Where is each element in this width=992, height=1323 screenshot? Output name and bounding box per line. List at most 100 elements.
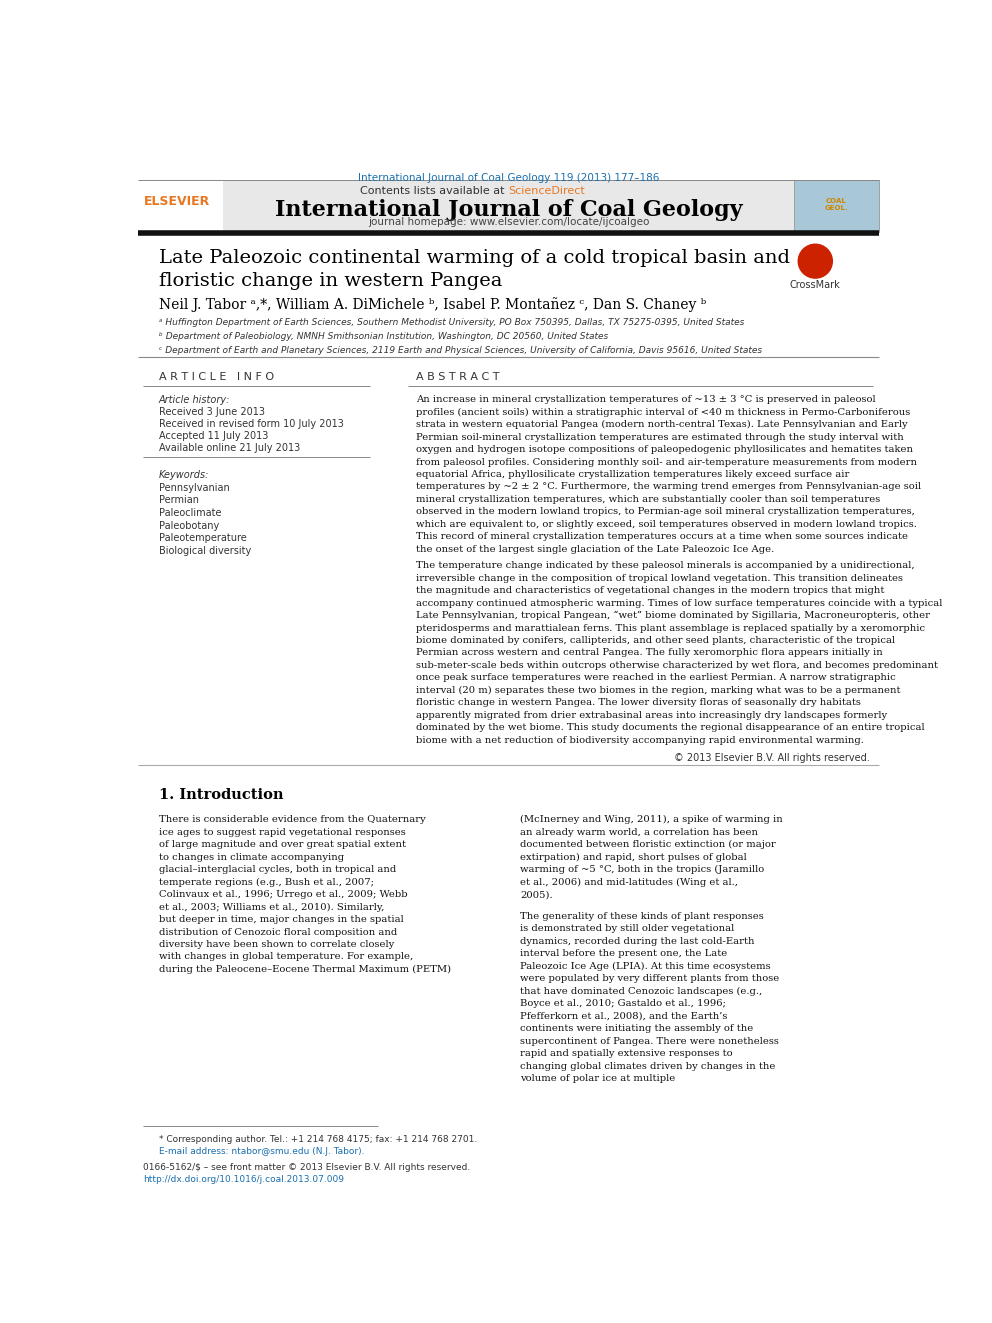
Text: biome dominated by conifers, callipterids, and other seed plants, characteristic: biome dominated by conifers, callipterid… <box>417 636 895 646</box>
Text: Received 3 June 2013: Received 3 June 2013 <box>159 407 265 417</box>
Text: Permian across western and central Pangea. The fully xeromorphic flora appears i: Permian across western and central Pange… <box>417 648 883 658</box>
Text: * Corresponding author. Tel.: +1 214 768 4175; fax: +1 214 768 2701.: * Corresponding author. Tel.: +1 214 768… <box>159 1135 477 1144</box>
Text: once peak surface temperatures were reached in the earliest Permian. A narrow st: once peak surface temperatures were reac… <box>417 673 896 683</box>
Text: from paleosol profiles. Considering monthly soil- and air-temperature measuremen: from paleosol profiles. Considering mont… <box>417 458 918 467</box>
Text: rapid and spatially extensive responses to: rapid and spatially extensive responses … <box>520 1049 732 1058</box>
Text: et al., 2006) and mid-latitudes (Wing et al.,: et al., 2006) and mid-latitudes (Wing et… <box>520 877 738 886</box>
Text: is demonstrated by still older vegetational: is demonstrated by still older vegetatio… <box>520 925 734 933</box>
Text: temperate regions (e.g., Bush et al., 2007;: temperate regions (e.g., Bush et al., 20… <box>159 877 374 886</box>
Text: apparently migrated from drier extrabasinal areas into increasingly dry landscap: apparently migrated from drier extrabasi… <box>417 710 887 720</box>
Text: Contents lists available at: Contents lists available at <box>360 187 509 197</box>
Text: that have dominated Cenozoic landscapes (e.g.,: that have dominated Cenozoic landscapes … <box>520 987 762 996</box>
Text: Permian soil-mineral crystallization temperatures are estimated through the stud: Permian soil-mineral crystallization tem… <box>417 433 904 442</box>
Text: (McInerney and Wing, 2011), a spike of warming in: (McInerney and Wing, 2011), a spike of w… <box>520 815 783 824</box>
Text: COAL
GEOL.: COAL GEOL. <box>824 198 848 212</box>
Text: 2005).: 2005). <box>520 890 553 900</box>
Text: were populated by very different plants from those: were populated by very different plants … <box>520 974 779 983</box>
Text: volume of polar ice at multiple: volume of polar ice at multiple <box>520 1074 676 1084</box>
Text: Accepted 11 July 2013: Accepted 11 July 2013 <box>159 431 268 441</box>
Text: of large magnitude and over great spatial extent: of large magnitude and over great spatia… <box>159 840 406 849</box>
Text: equatorial Africa, phyllosilicate crystallization temperatures likely exceed sur: equatorial Africa, phyllosilicate crysta… <box>417 470 849 479</box>
Text: which are equivalent to, or slightly exceed, soil temperatures observed in moder: which are equivalent to, or slightly exc… <box>417 520 917 529</box>
Text: the onset of the largest single glaciation of the Late Paleozoic Ice Age.: the onset of the largest single glaciati… <box>417 545 775 554</box>
Text: The temperature change indicated by these paleosol minerals is accompanied by a : The temperature change indicated by thes… <box>417 561 915 570</box>
Text: distribution of Cenozoic floral composition and: distribution of Cenozoic floral composit… <box>159 927 397 937</box>
Text: pteridosperms and marattialean ferns. This plant assemblage is replaced spatiall: pteridosperms and marattialean ferns. Th… <box>417 623 926 632</box>
Text: Keywords:: Keywords: <box>159 470 209 480</box>
Text: CrossMark: CrossMark <box>790 280 840 291</box>
Text: continents were initiating the assembly of the: continents were initiating the assembly … <box>520 1024 753 1033</box>
Text: There is considerable evidence from the Quaternary: There is considerable evidence from the … <box>159 815 426 824</box>
Text: an already warm world, a correlation has been: an already warm world, a correlation has… <box>520 828 758 836</box>
Text: ᵇ Department of Paleobiology, NMNH Smithsonian Institution, Washington, DC 20560: ᵇ Department of Paleobiology, NMNH Smith… <box>159 332 608 341</box>
Text: Neil J. Tabor ᵃ,*, William A. DiMichele ᵇ, Isabel P. Montañez ᶜ, Dan S. Chaney ᵇ: Neil J. Tabor ᵃ,*, William A. DiMichele … <box>159 298 706 312</box>
Text: ELSEVIER: ELSEVIER <box>144 196 210 209</box>
Text: An increase in mineral crystallization temperatures of ~13 ± 3 °C is preserved i: An increase in mineral crystallization t… <box>417 396 876 404</box>
Text: ice ages to suggest rapid vegetational responses: ice ages to suggest rapid vegetational r… <box>159 828 406 836</box>
Text: dominated by the wet biome. This study documents the regional disappearance of a: dominated by the wet biome. This study d… <box>417 724 925 733</box>
Text: Colinvaux et al., 1996; Urrego et al., 2009; Webb: Colinvaux et al., 1996; Urrego et al., 2… <box>159 890 408 900</box>
Text: Paleozoic Ice Age (LPIA). At this time ecosystems: Paleozoic Ice Age (LPIA). At this time e… <box>520 962 771 971</box>
Text: oxygen and hydrogen isotope compositions of paleopedogenic phyllosilicates and h: oxygen and hydrogen isotope compositions… <box>417 445 914 454</box>
Text: diversity have been shown to correlate closely: diversity have been shown to correlate c… <box>159 941 394 949</box>
Text: Boyce et al., 2010; Gastaldo et al., 1996;: Boyce et al., 2010; Gastaldo et al., 199… <box>520 999 726 1008</box>
Text: Biological diversity: Biological diversity <box>159 546 251 556</box>
Text: 1. Introduction: 1. Introduction <box>159 789 284 802</box>
Text: Paleoclimate: Paleoclimate <box>159 508 221 519</box>
Text: accompany continued atmospheric warming. Times of low surface temperatures coinc: accompany continued atmospheric warming.… <box>417 598 942 607</box>
Text: Pennsylvanian: Pennsylvanian <box>159 483 229 492</box>
Text: profiles (ancient soils) within a stratigraphic interval of <40 m thickness in P: profiles (ancient soils) within a strati… <box>417 407 911 417</box>
Text: Late Paleozoic continental warming of a cold tropical basin and: Late Paleozoic continental warming of a … <box>159 249 790 267</box>
Text: http://dx.doi.org/10.1016/j.coal.2013.07.009: http://dx.doi.org/10.1016/j.coal.2013.07… <box>144 1175 344 1184</box>
Text: E-mail address: ntabor@smu.edu (N.J. Tabor).: E-mail address: ntabor@smu.edu (N.J. Tab… <box>159 1147 364 1156</box>
Text: warming of ~5 °C, both in the tropics (Jaramillo: warming of ~5 °C, both in the tropics (J… <box>520 865 764 875</box>
Text: floristic change in western Pangea. The lower diversity floras of seasonally dry: floristic change in western Pangea. The … <box>417 699 861 708</box>
Text: A B S T R A C T: A B S T R A C T <box>417 372 500 382</box>
Text: glacial–interglacial cycles, both in tropical and: glacial–interglacial cycles, both in tro… <box>159 865 396 875</box>
Text: Permian: Permian <box>159 495 198 505</box>
Text: dynamics, recorded during the last cold-Earth: dynamics, recorded during the last cold-… <box>520 937 755 946</box>
Circle shape <box>799 245 832 278</box>
FancyBboxPatch shape <box>138 180 879 232</box>
Text: mineral crystallization temperatures, which are substantially cooler than soil t: mineral crystallization temperatures, wh… <box>417 495 880 504</box>
Text: changing global climates driven by changes in the: changing global climates driven by chang… <box>520 1061 776 1070</box>
Text: Paleotemperature: Paleotemperature <box>159 533 247 544</box>
Text: International Journal of Coal Geology: International Journal of Coal Geology <box>275 198 742 221</box>
Text: Pfefferkorn et al., 2008), and the Earth’s: Pfefferkorn et al., 2008), and the Earth… <box>520 1012 727 1020</box>
Text: ᶜ Department of Earth and Planetary Sciences, 2119 Earth and Physical Sciences, : ᶜ Department of Earth and Planetary Scie… <box>159 345 762 355</box>
Text: observed in the modern lowland tropics, to Permian-age soil mineral crystallizat: observed in the modern lowland tropics, … <box>417 508 915 516</box>
Text: irreversible change in the composition of tropical lowland vegetation. This tran: irreversible change in the composition o… <box>417 574 903 582</box>
Text: Received in revised form 10 July 2013: Received in revised form 10 July 2013 <box>159 419 344 429</box>
Text: Late Pennsylvanian, tropical Pangean, “wet” biome dominated by Sigillaria, Macro: Late Pennsylvanian, tropical Pangean, “w… <box>417 611 930 620</box>
Text: temperatures by ~2 ± 2 °C. Furthermore, the warming trend emerges from Pennsylva: temperatures by ~2 ± 2 °C. Furthermore, … <box>417 483 922 491</box>
Text: during the Paleocene–Eocene Thermal Maximum (PETM): during the Paleocene–Eocene Thermal Maxi… <box>159 964 451 974</box>
Text: Article history:: Article history: <box>159 396 230 405</box>
FancyBboxPatch shape <box>794 180 879 232</box>
Text: A R T I C L E   I N F O: A R T I C L E I N F O <box>159 372 274 382</box>
Text: documented between floristic extinction (or major: documented between floristic extinction … <box>520 840 776 849</box>
Text: interval before the present one, the Late: interval before the present one, the Lat… <box>520 949 727 958</box>
Text: sub-meter-scale beds within outcrops otherwise characterized by wet flora, and b: sub-meter-scale beds within outcrops oth… <box>417 662 938 669</box>
Text: ᵃ Huffington Department of Earth Sciences, Southern Methodist University, PO Box: ᵃ Huffington Department of Earth Science… <box>159 318 744 327</box>
Text: supercontinent of Pangea. There were nonetheless: supercontinent of Pangea. There were non… <box>520 1036 779 1045</box>
Text: Available online 21 July 2013: Available online 21 July 2013 <box>159 443 301 452</box>
Text: extirpation) and rapid, short pulses of global: extirpation) and rapid, short pulses of … <box>520 853 747 861</box>
Text: Paleobotany: Paleobotany <box>159 521 219 531</box>
Text: International Journal of Coal Geology 119 (2013) 177–186: International Journal of Coal Geology 11… <box>358 172 659 183</box>
Text: This record of mineral crystallization temperatures occurs at a time when some s: This record of mineral crystallization t… <box>417 532 908 541</box>
Text: © 2013 Elsevier B.V. All rights reserved.: © 2013 Elsevier B.V. All rights reserved… <box>674 753 870 763</box>
FancyBboxPatch shape <box>138 180 223 232</box>
Text: journal homepage: www.elsevier.com/locate/ijcoalgeo: journal homepage: www.elsevier.com/locat… <box>368 217 649 226</box>
Text: but deeper in time, major changes in the spatial: but deeper in time, major changes in the… <box>159 916 404 923</box>
Text: strata in western equatorial Pangea (modern north-central Texas). Late Pennsylva: strata in western equatorial Pangea (mod… <box>417 421 908 429</box>
Text: 0166-5162/$ – see front matter © 2013 Elsevier B.V. All rights reserved.: 0166-5162/$ – see front matter © 2013 El… <box>144 1163 470 1172</box>
Text: The generality of these kinds of plant responses: The generality of these kinds of plant r… <box>520 912 764 921</box>
Text: with changes in global temperature. For example,: with changes in global temperature. For … <box>159 953 413 962</box>
Text: floristic change in western Pangea: floristic change in western Pangea <box>159 273 502 290</box>
Text: to changes in climate accompanying: to changes in climate accompanying <box>159 853 344 861</box>
Text: et al., 2003; Williams et al., 2010). Similarly,: et al., 2003; Williams et al., 2010). Si… <box>159 902 384 912</box>
Text: the magnitude and characteristics of vegetational changes in the modern tropics : the magnitude and characteristics of veg… <box>417 586 885 595</box>
Text: ScienceDirect: ScienceDirect <box>509 187 585 197</box>
Text: interval (20 m) separates these two biomes in the region, marking what was to be: interval (20 m) separates these two biom… <box>417 685 901 695</box>
Text: biome with a net reduction of biodiversity accompanying rapid environmental warm: biome with a net reduction of biodiversi… <box>417 736 864 745</box>
